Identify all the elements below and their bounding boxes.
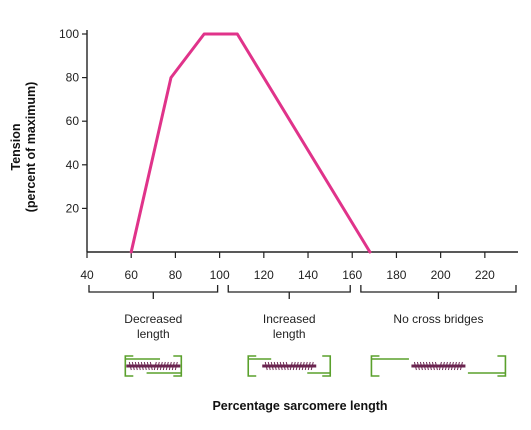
myosin-head [156,361,160,371]
myosin-head [292,361,296,371]
myosin-head [441,361,445,371]
region-bracket [227,285,351,293]
x-tick-label: 200 [431,268,451,282]
region-bracket [88,285,219,293]
myosin-head [168,361,172,371]
y-tick-label: 100 [59,27,79,41]
myosin-head [459,361,463,371]
myosin-head [307,361,311,371]
z-disc-left [124,355,134,377]
myosin-head [444,361,448,371]
myosin-head [146,361,150,371]
myosin-head [143,361,147,371]
myosin-head [149,361,153,371]
myosin-head [270,361,274,371]
myosin-head [285,361,289,371]
myosin-head [295,361,299,371]
z-disc-right [322,355,332,377]
region-label: length [273,327,306,341]
myosin-head [131,361,135,371]
myosin-head [301,361,305,371]
myosin-head [438,361,442,371]
x-tick-label: 120 [254,268,274,282]
myosin-head [425,361,429,371]
myosin-head [264,361,268,371]
myosin-head [171,361,175,371]
axes [86,30,518,253]
myosin-head [279,361,283,371]
y-tick-label: 80 [66,71,80,85]
myosin-head [282,361,286,371]
myosin-head [174,361,178,371]
region-label: length [137,327,170,341]
myosin-head [453,361,457,371]
x-tick-label: 80 [169,268,183,282]
myosin-head [134,361,138,371]
x-tick-label: 140 [298,268,318,282]
myosin-head [159,361,163,371]
myosin-head [447,361,451,371]
myosin-head [298,361,302,371]
myosin-head [434,361,438,371]
myosin-head [416,361,420,371]
myosin-head [273,361,277,371]
y-axis-title: Tension (percent of maximum) [9,82,38,213]
region-label: Decreased [124,312,182,326]
myosin-head [162,361,166,371]
myosin-head [165,361,169,371]
optimal-sarcomere-icon [247,355,332,377]
y-ticks: 20 40 60 80 100 [59,27,87,215]
myosin-head [140,361,144,371]
z-disc-right [173,355,183,377]
myosin-head [419,361,423,371]
myosin-head [153,361,157,371]
z-disc-right [497,355,507,377]
myosin-head [304,361,308,371]
myosin-head [310,361,314,371]
x-tick-label: 180 [386,268,406,282]
series-layer [129,32,372,254]
x-tick-label: 40 [80,268,94,282]
series-line [129,32,372,254]
myosin-head [128,361,132,371]
myosin-head [450,361,454,371]
region-label: Increased [263,312,316,326]
myosin-head [431,361,435,371]
myosin-head [267,361,271,371]
region-bracket [360,285,517,293]
x-axis-title: Percentage sarcomere length [212,399,387,413]
y-axis-title-main: Tension [9,124,23,171]
myosin-head [289,361,293,371]
myosin-head [276,361,280,371]
x-tick-label: 60 [125,268,139,282]
y-tick-label: 60 [66,114,80,128]
myosin-head [422,361,426,371]
myosin-head [428,361,432,371]
overlapped-sarcomere-icon [124,355,183,377]
x-tick-label: 100 [210,268,230,282]
y-tick-label: 20 [66,201,80,215]
x-ticks: 40 60 80 100 120 140 160 180 200 220 [80,252,495,282]
x-tick-label: 160 [342,268,362,282]
z-disc-left [370,355,380,377]
myosin-head [413,361,417,371]
myosin-head [137,361,141,371]
region-label: No cross bridges [393,312,483,326]
myosin-head [456,361,460,371]
z-disc-left [247,355,257,377]
stretched-sarcomere-icon [370,355,507,377]
x-tick-label: 220 [475,268,495,282]
y-tick-label: 40 [66,158,80,172]
y-axis-title-sub: (percent of maximum) [24,82,38,213]
